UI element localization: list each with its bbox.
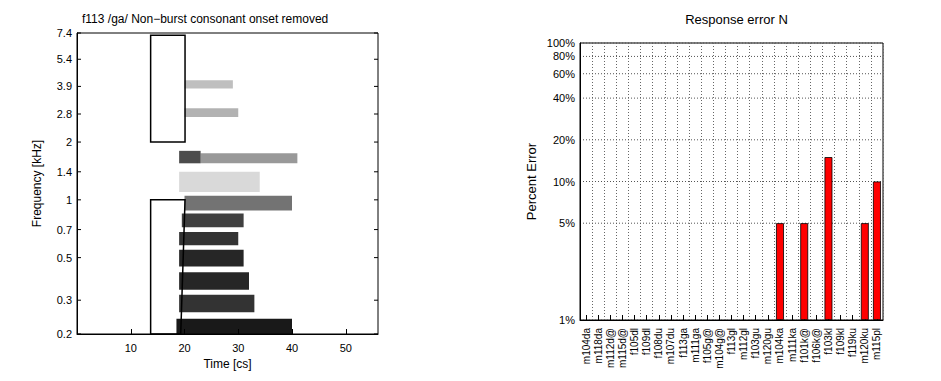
svg-text:40: 40 bbox=[286, 342, 298, 354]
svg-text:f119ku: f119ku bbox=[847, 328, 858, 357]
svg-text:1: 1 bbox=[66, 194, 72, 206]
svg-text:0.2: 0.2 bbox=[57, 328, 72, 340]
svg-text:2: 2 bbox=[66, 136, 72, 148]
svg-text:20: 20 bbox=[178, 342, 190, 354]
svg-text:f105g@: f105g@ bbox=[702, 328, 713, 363]
svg-text:60%: 60% bbox=[553, 68, 575, 80]
svg-text:30: 30 bbox=[232, 342, 244, 354]
svg-text:f106k@: f106k@ bbox=[811, 328, 822, 363]
svg-text:7.4: 7.4 bbox=[57, 27, 72, 39]
svg-text:Percent Error: Percent Error bbox=[524, 142, 539, 220]
svg-text:100%: 100% bbox=[547, 37, 575, 49]
svg-text:m112d@: m112d@ bbox=[605, 328, 616, 368]
svg-text:5%: 5% bbox=[559, 217, 575, 229]
svg-text:f113gl: f113gl bbox=[726, 328, 737, 355]
svg-text:0.7: 0.7 bbox=[57, 224, 72, 236]
svg-text:40%: 40% bbox=[553, 92, 575, 104]
svg-text:3.9: 3.9 bbox=[57, 80, 72, 92]
svg-text:5.4: 5.4 bbox=[57, 53, 72, 65]
svg-text:f109dl: f109dl bbox=[641, 328, 652, 355]
svg-text:m120ku: m120ku bbox=[859, 328, 870, 364]
svg-text:0.5: 0.5 bbox=[57, 252, 72, 264]
svg-text:20%: 20% bbox=[553, 134, 575, 146]
svg-text:f113 /ga/ Non−burst consonant: f113 /ga/ Non−burst consonant onset remo… bbox=[82, 12, 328, 26]
svg-text:50: 50 bbox=[340, 342, 352, 354]
svg-text:Response error N: Response error N bbox=[685, 12, 788, 27]
svg-text:10: 10 bbox=[125, 342, 137, 354]
svg-text:80%: 80% bbox=[553, 50, 575, 62]
svg-text:m107du: m107du bbox=[665, 328, 676, 364]
svg-text:1.4: 1.4 bbox=[57, 166, 72, 178]
svg-text:1%: 1% bbox=[559, 314, 575, 326]
svg-text:2.8: 2.8 bbox=[57, 108, 72, 120]
svg-text:m104ka: m104ka bbox=[774, 328, 785, 364]
svg-text:m104da: m104da bbox=[581, 328, 592, 365]
svg-text:0.3: 0.3 bbox=[57, 294, 72, 306]
svg-text:f109kl: f109kl bbox=[835, 328, 846, 355]
svg-text:m120gu: m120gu bbox=[762, 328, 773, 364]
svg-text:m104g@: m104g@ bbox=[714, 328, 725, 369]
svg-text:m115d@: m115d@ bbox=[617, 328, 628, 368]
svg-text:m112gl: m112gl bbox=[738, 328, 749, 360]
svg-text:m111ka: m111ka bbox=[787, 328, 798, 363]
svg-text:f101k@: f101k@ bbox=[799, 328, 810, 363]
svg-text:Frequency [kHz]: Frequency [kHz] bbox=[30, 140, 44, 227]
svg-text:m111ga: m111ga bbox=[690, 328, 701, 363]
svg-text:m115pl: m115pl bbox=[871, 328, 882, 360]
svg-text:m118da: m118da bbox=[593, 328, 604, 364]
svg-text:f103kl: f103kl bbox=[823, 328, 834, 355]
svg-text:f105dl: f105dl bbox=[629, 328, 640, 355]
svg-text:Time [cs]: Time [cs] bbox=[203, 357, 251, 371]
svg-text:f103gu: f103gu bbox=[750, 328, 761, 359]
svg-text:10%: 10% bbox=[553, 176, 575, 188]
svg-text:f113ga: f113ga bbox=[678, 328, 689, 358]
svg-text:f108du: f108du bbox=[653, 328, 664, 359]
